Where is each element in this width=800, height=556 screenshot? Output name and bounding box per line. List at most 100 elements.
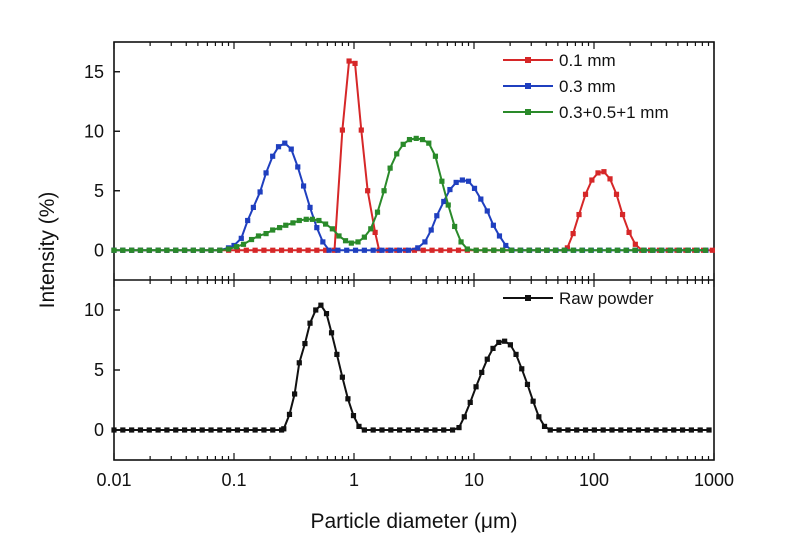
data-point: [458, 239, 464, 245]
data-point: [296, 360, 302, 366]
data-point: [438, 247, 444, 253]
data-point: [706, 427, 712, 433]
data-point: [671, 427, 677, 433]
data-point: [381, 188, 387, 194]
data-point: [345, 396, 351, 402]
data-point: [275, 144, 282, 150]
data-point: [694, 247, 700, 253]
data-point: [245, 217, 251, 224]
data-point: [641, 247, 647, 253]
data-point: [352, 247, 359, 253]
data-point: [300, 183, 307, 189]
data-point: [255, 233, 262, 239]
data-point: [190, 427, 196, 433]
data-point: [314, 247, 320, 253]
legend-entry: 0.3 mm: [503, 77, 616, 96]
data-point: [405, 427, 412, 433]
data-point: [307, 204, 313, 211]
data-point: [379, 427, 385, 433]
data-point: [513, 351, 519, 357]
data-point: [226, 427, 232, 433]
data-point: [307, 320, 313, 326]
x-tick-label: 1000: [694, 470, 734, 490]
data-point: [473, 384, 479, 390]
data-point: [199, 427, 205, 433]
data-point: [649, 247, 656, 253]
data-point: [697, 427, 703, 433]
data-point: [155, 427, 161, 433]
data-point: [432, 153, 439, 159]
y-tick-label: 10: [84, 121, 104, 141]
data-point: [129, 247, 135, 253]
legend-label: 0.3 mm: [559, 77, 616, 96]
data-point: [582, 191, 589, 197]
data-point: [397, 427, 403, 433]
data-point: [199, 247, 205, 253]
data-point: [318, 302, 324, 308]
data-point: [379, 247, 385, 253]
data-point: [358, 127, 364, 133]
data-point: [496, 339, 502, 345]
y-tick-label: 10: [84, 300, 104, 320]
data-point: [361, 247, 367, 253]
data-point: [316, 217, 322, 224]
legend-entry: Raw powder: [503, 289, 654, 308]
series-raw-powder: [111, 302, 712, 433]
data-point: [490, 222, 496, 228]
data-point: [305, 247, 311, 253]
data-point: [129, 427, 135, 433]
data-point: [286, 411, 293, 417]
data-point: [146, 427, 152, 433]
data-point: [303, 216, 309, 222]
data-point: [589, 177, 595, 183]
data-point: [449, 427, 456, 433]
data-point: [491, 247, 497, 253]
data-point: [323, 311, 330, 317]
data-point: [181, 247, 188, 253]
data-point: [352, 60, 358, 67]
data-point: [517, 247, 523, 253]
data-point: [702, 247, 709, 253]
data-point: [576, 211, 582, 218]
x-tick-label: 10: [464, 470, 484, 490]
x-tick-label: 1: [349, 470, 359, 490]
y-tick-label: 5: [94, 360, 104, 380]
data-point: [344, 247, 350, 253]
data-point: [233, 244, 240, 250]
data-point: [544, 247, 550, 253]
data-point: [570, 247, 576, 253]
data-point: [441, 198, 447, 205]
data-point: [685, 247, 691, 253]
data-point: [618, 427, 624, 433]
data-point: [547, 427, 553, 433]
data-point: [613, 191, 620, 197]
data-point: [155, 247, 161, 253]
data-point: [365, 188, 371, 194]
series-line: [114, 303, 710, 431]
data-point: [240, 241, 247, 247]
data-point: [374, 209, 381, 215]
data-point: [600, 427, 606, 433]
data-point: [653, 427, 659, 433]
data-point: [595, 170, 601, 176]
data-point: [447, 247, 453, 253]
data-point: [137, 247, 144, 253]
data-point: [137, 427, 144, 433]
legend-label: 0.3+0.5+1 mm: [559, 103, 669, 122]
data-point: [688, 427, 694, 433]
data-point: [287, 247, 293, 253]
data-point: [419, 136, 426, 143]
data-point: [552, 247, 559, 253]
data-point: [190, 247, 196, 253]
data-point: [605, 247, 612, 253]
data-point: [263, 170, 269, 176]
legend-label: Raw powder: [559, 289, 654, 308]
data-point: [208, 247, 214, 253]
data-point: [465, 178, 472, 184]
data-point: [234, 247, 241, 253]
y-axis-title: Intensity (%): [36, 192, 59, 309]
data-point: [350, 413, 357, 419]
data-point: [146, 247, 152, 253]
data-point: [388, 427, 394, 433]
